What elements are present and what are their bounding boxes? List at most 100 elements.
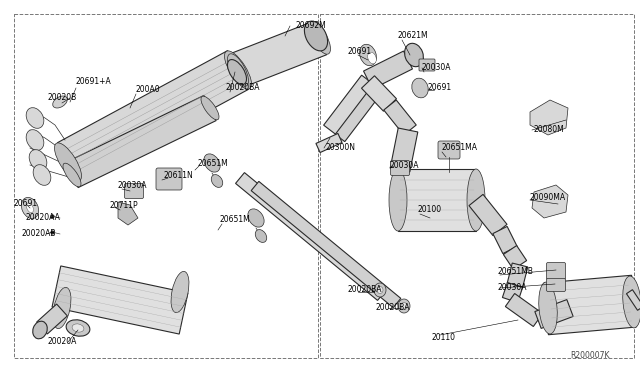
Ellipse shape bbox=[623, 276, 640, 328]
Text: 20300N: 20300N bbox=[326, 144, 356, 153]
Polygon shape bbox=[316, 134, 342, 153]
Polygon shape bbox=[390, 128, 418, 172]
Text: 20030A: 20030A bbox=[390, 160, 419, 170]
Text: 20020BA: 20020BA bbox=[347, 285, 381, 295]
Ellipse shape bbox=[401, 302, 407, 310]
Polygon shape bbox=[398, 169, 476, 231]
Polygon shape bbox=[52, 266, 188, 334]
Text: 20030A: 20030A bbox=[118, 182, 147, 190]
Text: 20621M: 20621M bbox=[398, 31, 429, 39]
Ellipse shape bbox=[305, 21, 328, 51]
Text: 20020A: 20020A bbox=[48, 337, 77, 346]
Polygon shape bbox=[493, 227, 517, 254]
Text: 20651MA: 20651MA bbox=[442, 144, 478, 153]
FancyBboxPatch shape bbox=[419, 59, 435, 71]
Text: 20030A: 20030A bbox=[422, 64, 451, 73]
Text: 20691: 20691 bbox=[348, 48, 372, 57]
Ellipse shape bbox=[53, 288, 71, 328]
Polygon shape bbox=[469, 195, 507, 235]
Ellipse shape bbox=[33, 321, 47, 339]
Polygon shape bbox=[335, 84, 383, 142]
FancyBboxPatch shape bbox=[125, 183, 143, 199]
Ellipse shape bbox=[63, 163, 81, 187]
Polygon shape bbox=[384, 100, 416, 135]
Ellipse shape bbox=[227, 60, 246, 84]
Ellipse shape bbox=[404, 43, 424, 67]
Ellipse shape bbox=[52, 96, 67, 108]
Text: 20080M: 20080M bbox=[534, 125, 564, 135]
Ellipse shape bbox=[66, 320, 90, 336]
Polygon shape bbox=[627, 290, 640, 310]
Ellipse shape bbox=[225, 51, 252, 89]
FancyBboxPatch shape bbox=[438, 141, 460, 159]
Ellipse shape bbox=[360, 44, 376, 66]
FancyBboxPatch shape bbox=[390, 160, 410, 176]
Text: 20110: 20110 bbox=[432, 333, 456, 341]
Polygon shape bbox=[508, 263, 528, 287]
Polygon shape bbox=[530, 100, 568, 135]
Ellipse shape bbox=[33, 165, 51, 185]
Polygon shape bbox=[502, 282, 523, 302]
Polygon shape bbox=[232, 21, 326, 87]
Text: 200A0: 200A0 bbox=[136, 86, 161, 94]
Text: 20030A: 20030A bbox=[498, 282, 527, 292]
Ellipse shape bbox=[26, 108, 44, 128]
Ellipse shape bbox=[72, 324, 84, 332]
Ellipse shape bbox=[26, 130, 44, 150]
Text: R200007K: R200007K bbox=[570, 350, 609, 359]
Text: 20691: 20691 bbox=[428, 83, 452, 93]
Text: 20691: 20691 bbox=[13, 199, 37, 208]
Ellipse shape bbox=[204, 154, 220, 172]
Text: 20020BA: 20020BA bbox=[226, 83, 260, 93]
Text: 20611N: 20611N bbox=[164, 170, 194, 180]
Ellipse shape bbox=[54, 143, 81, 181]
Ellipse shape bbox=[377, 286, 383, 294]
Polygon shape bbox=[535, 299, 573, 328]
Ellipse shape bbox=[211, 174, 223, 187]
Ellipse shape bbox=[228, 54, 248, 86]
FancyBboxPatch shape bbox=[156, 168, 182, 190]
Ellipse shape bbox=[29, 150, 47, 170]
Ellipse shape bbox=[26, 203, 33, 213]
Text: 20020AB: 20020AB bbox=[22, 230, 56, 238]
Text: 20692M: 20692M bbox=[296, 22, 327, 31]
Ellipse shape bbox=[374, 283, 386, 297]
Ellipse shape bbox=[21, 198, 38, 218]
Polygon shape bbox=[251, 182, 401, 308]
Ellipse shape bbox=[310, 22, 330, 54]
FancyBboxPatch shape bbox=[547, 279, 566, 292]
Polygon shape bbox=[66, 95, 216, 187]
Text: 20100: 20100 bbox=[417, 205, 441, 215]
Text: 20711P: 20711P bbox=[110, 201, 139, 209]
Ellipse shape bbox=[201, 96, 219, 120]
Ellipse shape bbox=[398, 299, 410, 313]
Ellipse shape bbox=[467, 169, 485, 231]
Ellipse shape bbox=[255, 230, 267, 243]
Polygon shape bbox=[544, 275, 636, 335]
Text: 20090MA: 20090MA bbox=[530, 192, 566, 202]
Ellipse shape bbox=[412, 78, 428, 98]
Polygon shape bbox=[364, 51, 412, 89]
Ellipse shape bbox=[368, 52, 376, 64]
Text: 20651M: 20651M bbox=[197, 158, 228, 167]
Polygon shape bbox=[532, 185, 568, 218]
Polygon shape bbox=[324, 75, 374, 135]
Polygon shape bbox=[58, 51, 248, 181]
Polygon shape bbox=[506, 294, 543, 327]
Polygon shape bbox=[236, 173, 387, 301]
Polygon shape bbox=[503, 246, 527, 269]
FancyBboxPatch shape bbox=[547, 263, 566, 279]
Ellipse shape bbox=[539, 282, 557, 334]
Text: 20020B: 20020B bbox=[48, 93, 77, 103]
Polygon shape bbox=[118, 202, 138, 225]
Text: 20691+A: 20691+A bbox=[76, 77, 112, 87]
Polygon shape bbox=[36, 304, 67, 334]
Ellipse shape bbox=[171, 272, 189, 312]
Ellipse shape bbox=[389, 169, 407, 231]
Ellipse shape bbox=[248, 209, 264, 227]
Text: 20020BA: 20020BA bbox=[376, 302, 410, 311]
Polygon shape bbox=[362, 76, 397, 111]
Text: 20020AA: 20020AA bbox=[26, 214, 61, 222]
Text: 20651MB: 20651MB bbox=[498, 267, 534, 276]
Text: 20651M: 20651M bbox=[220, 215, 251, 224]
